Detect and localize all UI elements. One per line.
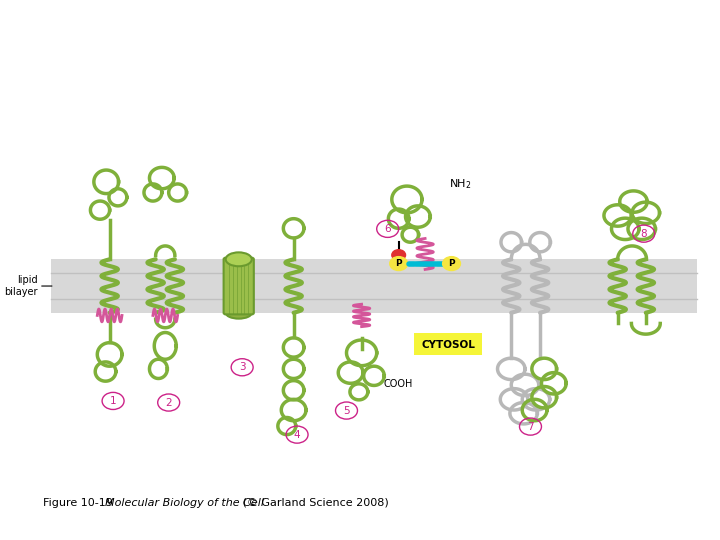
Text: P: P [449, 259, 455, 268]
Text: 7: 7 [527, 422, 534, 431]
Text: 5: 5 [343, 406, 350, 416]
Ellipse shape [225, 252, 252, 266]
Text: lipid
bilayer: lipid bilayer [4, 275, 37, 297]
Text: CYTOSOL: CYTOSOL [421, 340, 475, 350]
Text: Figure 10-19: Figure 10-19 [43, 498, 120, 508]
Text: NH$_2$: NH$_2$ [449, 177, 472, 191]
Circle shape [392, 249, 405, 260]
Text: Molecular Biology of the Cell: Molecular Biology of the Cell [105, 498, 264, 508]
Text: 1: 1 [109, 396, 117, 406]
Text: 6: 6 [384, 224, 391, 234]
Ellipse shape [225, 307, 252, 319]
Text: (© Garland Science 2008): (© Garland Science 2008) [240, 498, 389, 508]
FancyBboxPatch shape [51, 259, 697, 313]
Text: 8: 8 [641, 228, 647, 239]
Circle shape [443, 256, 461, 271]
Text: COOH: COOH [384, 379, 413, 389]
Text: P: P [395, 259, 402, 268]
Text: 3: 3 [239, 362, 246, 372]
Circle shape [390, 256, 408, 271]
FancyBboxPatch shape [224, 258, 254, 314]
Text: 2: 2 [166, 397, 172, 408]
Text: 4: 4 [294, 430, 300, 440]
FancyBboxPatch shape [414, 333, 482, 355]
